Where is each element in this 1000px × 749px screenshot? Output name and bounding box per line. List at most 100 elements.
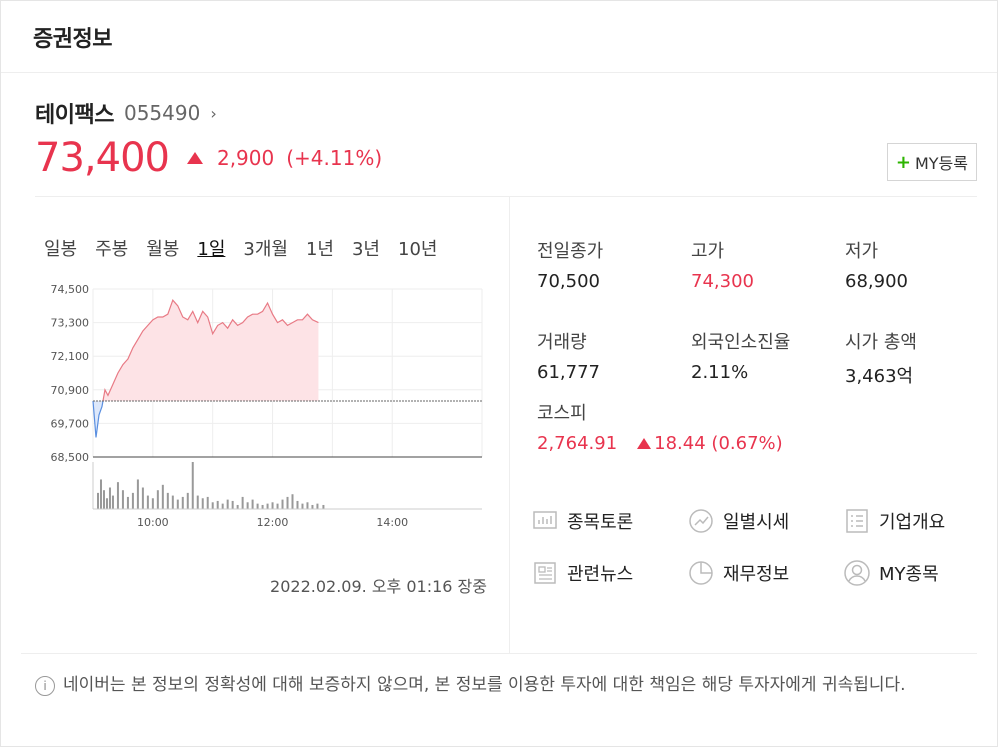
price-row: 73,400 2,900 (+4.11%) [35,135,977,181]
volume-bar [176,499,179,509]
tab-period-7[interactable]: 10년 [398,239,438,260]
tab-period-2[interactable]: 월봉 [146,239,180,260]
volume-bar [266,503,269,509]
kospi-change-group: 18.44 (0.67%) [637,433,783,454]
link-discussion[interactable]: 종목토론 [531,507,687,535]
volume-bar [136,479,139,509]
volume-bar [151,498,154,509]
chart-period-tabs: 일봉 주봉 월봉 1일 3개월 1년 3년 10년 [35,235,446,261]
y-tick-label: 68,500 [51,451,90,464]
volume-bar [276,503,279,509]
news-icon [534,562,556,584]
volume-bar [97,492,99,509]
stat-value: 61,777 [537,362,600,383]
pie-icon [689,561,713,585]
tab-period-0[interactable]: 일봉 [44,239,78,260]
link-label: 관련뉴스 [567,564,634,585]
stat-value: 2.11% [691,362,749,383]
stock-summary: 테이팩스 055490 › 73,400 2,900 (+4.11%) + MY… [35,97,977,197]
chevron-right-icon[interactable]: › [210,103,217,123]
link-label: 기업개요 [879,512,946,533]
stat-value: 3,463억 [845,366,914,387]
volume-bar [102,490,105,509]
divider [35,196,977,197]
stat-label: 저가 [845,241,879,262]
stat-item: 시가 총액 3,463억 [845,328,977,388]
volume-bar [322,504,325,509]
stat-label: 고가 [691,241,725,262]
tab-period-3[interactable]: 1일 [197,239,226,260]
plus-icon: + [895,151,911,173]
stat-item: 고가 74,300 [691,237,845,292]
link-pie[interactable]: 재무정보 [687,559,843,587]
up-arrow-icon [637,438,652,449]
x-tick-label: 12:00 [257,516,289,529]
volume-bar [251,499,254,509]
tab-period-1[interactable]: 주봉 [95,239,129,260]
y-tick-label: 70,900 [51,384,90,397]
my-register-label: MY등록 [914,154,968,173]
tab-period-4[interactable]: 3개월 [243,239,288,260]
volume-bar [121,490,124,509]
stat-item: 외국인소진율 2.11% [691,328,845,388]
volume-bar [108,487,111,509]
volume-bar [166,492,169,509]
user-icon [844,560,870,586]
my-register-button[interactable]: + MY등록 [886,143,977,181]
volume-bar [231,500,234,509]
volume-bar [241,496,244,509]
link-news[interactable]: 관련뉴스 [531,559,687,587]
volume-bar [246,502,249,509]
volume-bar [211,502,214,509]
link-user[interactable]: MY종목 [843,559,983,587]
tab-period-5[interactable]: 1년 [305,239,334,260]
stock-stats: 전일종가 70,500 고가 74,300 저가 68,900 거래량 61,777 외국인소진… [537,237,977,388]
link-label: 종목토론 [567,512,634,533]
kospi-value: 2,764.91 [537,433,618,454]
volume-bar [105,498,108,509]
volume-bar [216,500,219,509]
stat-label: 거래량 [537,332,587,353]
link-trend[interactable]: 일별시세 [687,507,843,535]
divider [21,653,977,654]
volume-bar [291,494,294,509]
y-tick-label: 69,700 [51,417,90,430]
volume-bar [161,484,164,509]
stat-value: 74,300 [691,271,754,292]
volume-bar [301,503,304,509]
volume-bar [221,503,224,509]
volume-bar [206,496,209,509]
info-icon: i [35,676,55,696]
stat-label: 외국인소진율 [691,332,791,353]
stock-code[interactable]: 055490 [123,101,201,125]
volume-bar [201,498,204,509]
volume-bar [311,504,314,509]
price-change: 2,900 [216,146,275,170]
volume-bar [286,496,289,509]
stock-name[interactable]: 테이팩스 [35,103,114,128]
volume-bar [226,499,229,509]
volume-bar [146,495,149,509]
volume-bar [306,502,309,509]
price-line-up [93,299,319,401]
stat-item: 거래량 61,777 [537,328,691,388]
y-tick-label: 74,500 [51,283,90,296]
stock-name-row[interactable]: 테이팩스 055490 › [35,97,977,129]
y-tick-label: 72,100 [51,350,90,363]
tab-period-6[interactable]: 3년 [351,239,380,260]
link-list[interactable]: 기업개요 [843,507,983,535]
volume-bar [141,487,144,509]
link-label: 재무정보 [723,564,790,585]
list-icon [846,509,868,533]
stat-value: 70,500 [537,271,600,292]
divider [509,197,510,653]
stat-label: 전일종가 [537,241,604,262]
section-title: 증권정보 [33,26,112,52]
volume-bar [126,496,129,509]
y-tick-label: 73,300 [51,317,90,330]
kospi-value-row: 2,764.91 18.44 (0.67%) [537,433,783,454]
volume-bar [191,462,194,509]
volume-bar [236,504,239,509]
